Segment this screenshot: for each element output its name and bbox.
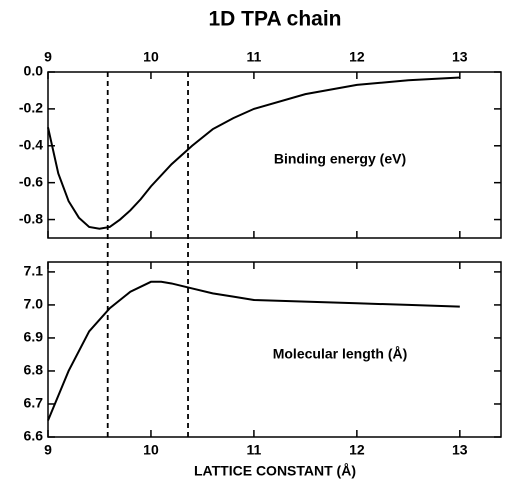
- y-tick-label: 6.6: [24, 428, 44, 444]
- y-tick-label: 6.9: [24, 329, 44, 345]
- plot-frame: [47, 261, 502, 438]
- x-tick-label: 9: [44, 49, 52, 65]
- y-tick-label: -0.2: [19, 100, 43, 116]
- data-line: [47, 280, 460, 421]
- x-tick-label: 11: [247, 49, 262, 65]
- data-line: [47, 76, 460, 230]
- y-tick-label: -0.4: [19, 136, 43, 152]
- y-tick-label: 0.0: [24, 63, 44, 79]
- y-tick-label: 6.7: [24, 395, 44, 411]
- x-tick-label: 9: [44, 442, 52, 458]
- y-tick-label: 6.8: [24, 362, 44, 378]
- x-tick-label: 11: [247, 442, 262, 458]
- x-axis-label: LATTICE CONSTANT (Å): [194, 463, 356, 479]
- x-tick-label: 13: [452, 49, 468, 65]
- x-tick-label: 13: [452, 442, 468, 458]
- annotation: Molecular length (Å): [273, 346, 408, 362]
- chart-title: 1D TPA chain: [208, 8, 341, 31]
- x-tick-label: 10: [143, 442, 159, 458]
- x-tick-label: 12: [349, 49, 365, 65]
- x-tick-label: 10: [143, 49, 159, 65]
- plot-frame: [47, 71, 502, 239]
- y-tick-label: 7.0: [24, 296, 44, 312]
- y-tick-label: 7.1: [24, 263, 44, 279]
- annotation: Binding energy (eV): [274, 151, 406, 167]
- y-tick-label: -0.6: [19, 173, 43, 189]
- y-tick-label: -0.8: [19, 210, 43, 226]
- x-tick-label: 12: [349, 442, 365, 458]
